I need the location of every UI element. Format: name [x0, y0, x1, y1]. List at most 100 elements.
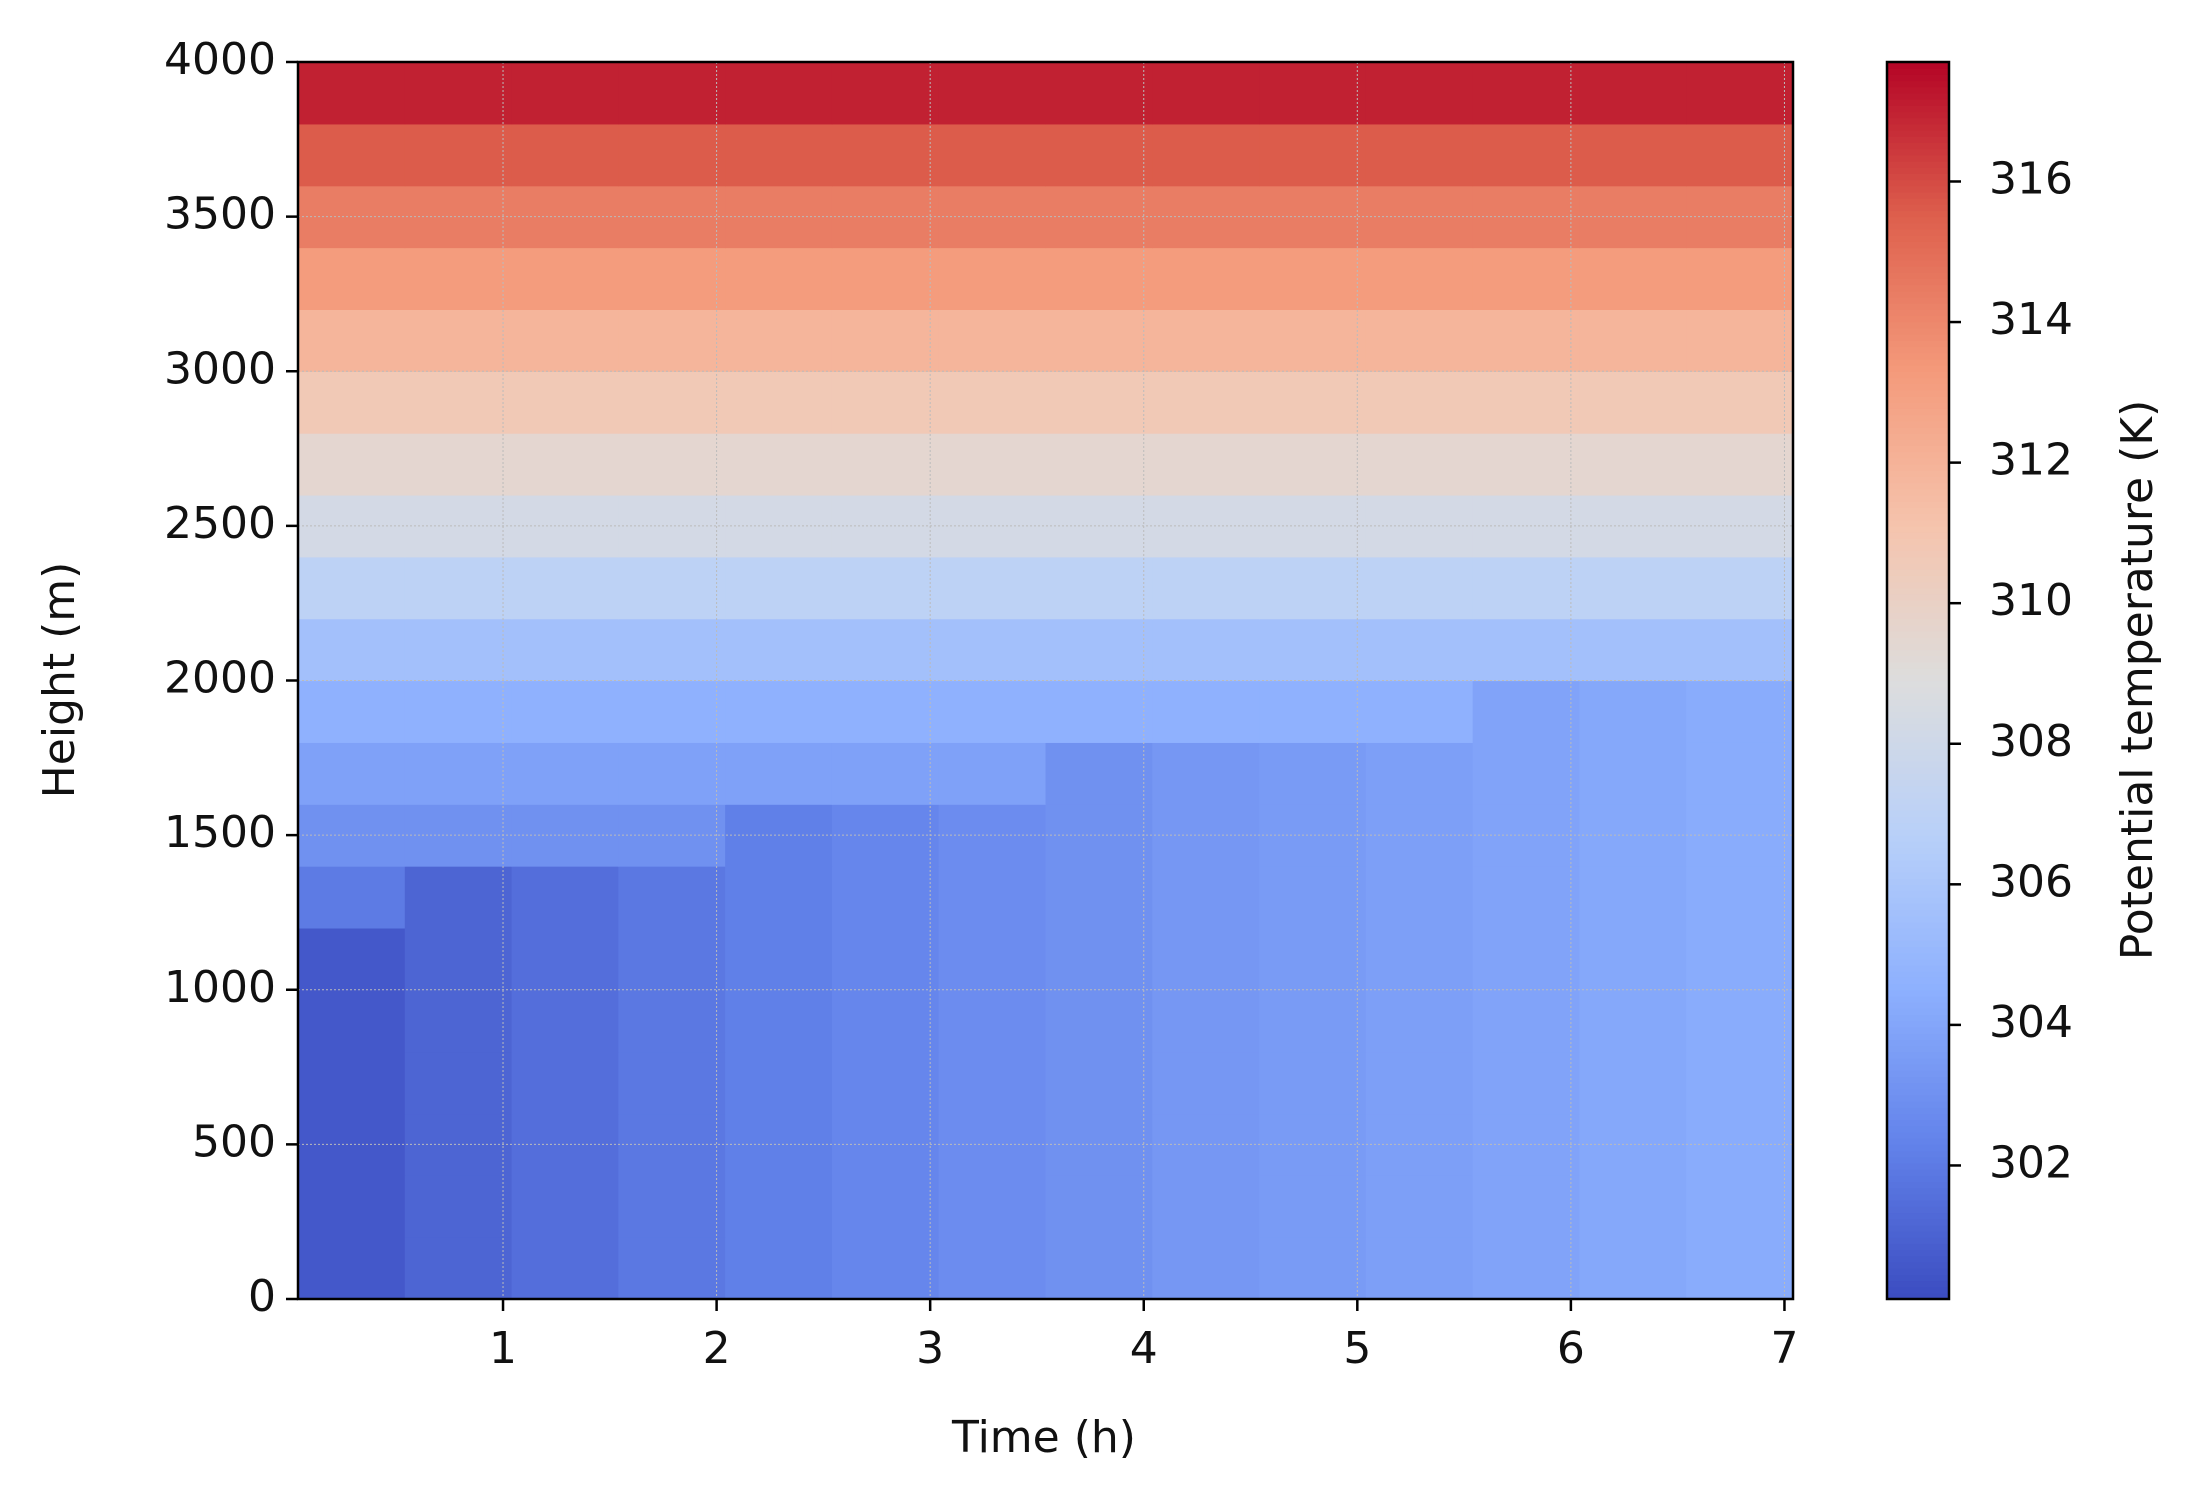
heatmap-cell — [1472, 927, 1581, 991]
colorbar-swatch — [1887, 426, 1949, 434]
colorbar-swatch — [1887, 556, 1949, 564]
heatmap-cell — [1579, 1237, 1687, 1300]
heatmap-cell — [298, 309, 406, 372]
heatmap-cell — [1365, 309, 1474, 372]
heatmap-cell — [404, 1237, 513, 1300]
colorbar-swatch — [1887, 154, 1949, 162]
colorbar-swatch — [1887, 1026, 1949, 1034]
heatmap-cell — [404, 62, 513, 125]
heatmap-cell — [404, 927, 513, 991]
heatmap-cell — [511, 247, 619, 310]
heatmap-cell — [1686, 62, 1794, 125]
colorbar-swatch — [1887, 501, 1949, 508]
heatmap-cell — [1472, 371, 1581, 434]
colorbar-swatch — [1887, 62, 1949, 69]
colorbar-swatch — [1887, 402, 1949, 409]
heatmap-cell — [831, 494, 940, 558]
colorbar-swatch — [1887, 995, 1949, 1003]
colorbar-swatch — [1887, 989, 1949, 997]
heatmap-cell — [1045, 247, 1153, 310]
colorbar-swatch — [1887, 1162, 1949, 1170]
colorbar-swatch — [1887, 773, 1949, 781]
heatmap-cell — [1365, 927, 1474, 991]
heatmap-cell — [1472, 680, 1581, 743]
colorbar-swatch — [1887, 631, 1949, 638]
heatmap-cell — [1259, 742, 1367, 805]
colorbar-swatch — [1887, 346, 1949, 354]
heatmap-cell — [1045, 618, 1153, 682]
heatmap-cell — [1686, 866, 1794, 929]
heatmap-cell — [298, 433, 406, 496]
colorbar-swatch — [1887, 946, 1949, 954]
colorbar-swatch — [1887, 445, 1949, 453]
colorbar-swatch — [1887, 618, 1949, 626]
heatmap-cell — [1259, 1175, 1367, 1238]
heatmap-cell — [1365, 247, 1474, 310]
heatmap-cell — [725, 1051, 833, 1115]
heatmap-cell — [1472, 309, 1581, 372]
colorbar-swatch — [1887, 606, 1949, 614]
colorbar-swatch — [1887, 587, 1949, 595]
heatmap-cell — [831, 371, 940, 434]
colorbar-swatch — [1887, 1150, 1949, 1158]
colorbar-swatch — [1887, 729, 1949, 737]
heatmap-cell — [1579, 1051, 1687, 1115]
heatmap-cell — [618, 433, 726, 496]
colorbar-swatch — [1887, 668, 1949, 675]
colorbar-swatch — [1887, 1008, 1949, 1016]
heatmap-cell — [1365, 556, 1474, 620]
colorbar-swatch — [1887, 791, 1949, 799]
colorbar-swatch — [1887, 612, 1949, 620]
heatmap-cell — [1686, 433, 1794, 496]
heatmap-cell — [831, 1113, 940, 1176]
heatmap-cell — [831, 1237, 940, 1300]
colorbar-swatch — [1887, 414, 1949, 422]
heatmap-cell — [831, 556, 940, 620]
colorbar-swatch — [1887, 1057, 1949, 1065]
heatmap-cell — [404, 866, 513, 929]
heatmap-cell — [831, 123, 940, 187]
heatmap-cell — [511, 556, 619, 620]
heatmap-cell — [1579, 804, 1687, 867]
heatmap-cell — [404, 1175, 513, 1238]
colorbar-frame — [1885, 60, 1951, 1301]
heatmap-cell — [1045, 1237, 1153, 1300]
colorbar-swatch — [1887, 1119, 1949, 1127]
colorbar-swatch — [1887, 290, 1949, 298]
colorbar-swatch — [1887, 593, 1949, 601]
colorbar-swatch — [1887, 371, 1949, 379]
colorbar-swatch — [1887, 822, 1949, 830]
y-tick-label: 1500 — [164, 807, 276, 858]
x-tick-label: 4 — [1130, 1323, 1158, 1374]
heatmap-cell — [1045, 866, 1153, 929]
heatmap-cell — [938, 742, 1047, 805]
heatmap-cell — [511, 185, 619, 249]
heatmap-cell — [1045, 680, 1153, 743]
heatmap-cell — [1472, 618, 1581, 682]
heatmap-cell — [938, 989, 1047, 1053]
heatmap-cell — [1579, 62, 1687, 125]
colorbar-tick-label: 308 — [1989, 716, 2073, 767]
colorbar-swatch — [1887, 179, 1949, 187]
colorbar-swatch — [1887, 1268, 1949, 1275]
heatmap-cell — [1259, 371, 1367, 434]
heatmap-cell — [618, 866, 726, 929]
x-tick-label: 1 — [489, 1323, 517, 1374]
colorbar-swatch — [1887, 958, 1949, 966]
heatmap-cell — [938, 1051, 1047, 1115]
heatmap-cell — [1579, 618, 1687, 682]
heatmap-cell — [618, 742, 726, 805]
colorbar-swatch — [1887, 457, 1949, 465]
heatmap-cell — [1045, 309, 1153, 372]
colorbar-swatch — [1887, 253, 1949, 261]
heatmap-cell — [1365, 866, 1474, 929]
colorbar-swatch — [1887, 235, 1949, 242]
heatmap-cell — [831, 62, 940, 125]
heatmap-cell — [404, 742, 513, 805]
heatmap-cell — [511, 618, 619, 682]
heatmap-cell — [1472, 742, 1581, 805]
colorbar-swatch — [1887, 544, 1949, 552]
heatmap-cell — [1045, 1175, 1153, 1238]
heatmap-cell — [1365, 1051, 1474, 1115]
heatmap-cell — [298, 680, 406, 743]
